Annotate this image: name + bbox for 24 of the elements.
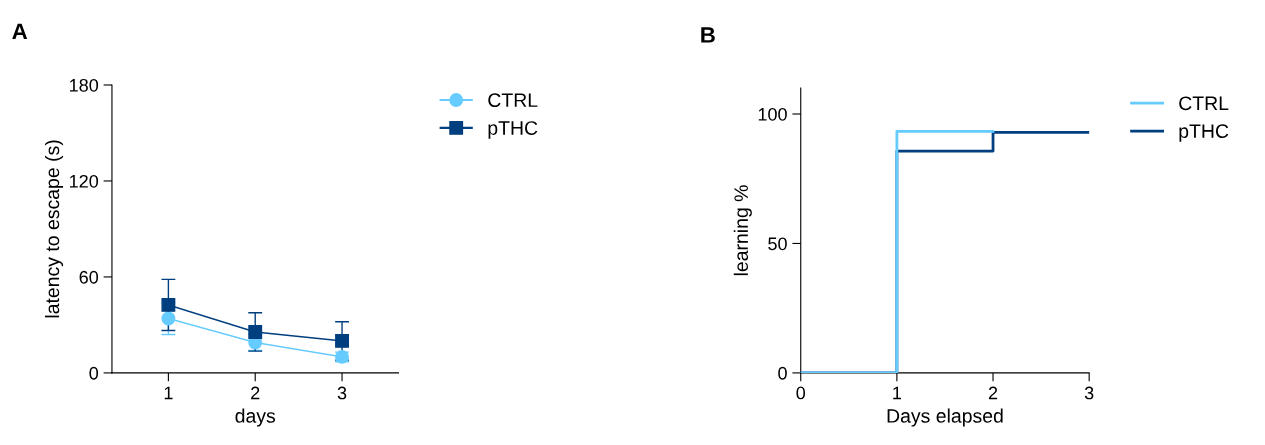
legend-label: pTHC — [1179, 124, 1229, 142]
x-tick-label: 3 — [337, 386, 347, 400]
y-tick-label: 100 — [758, 107, 787, 121]
y-tick-label: 120 — [70, 174, 99, 188]
legend-label: pTHC — [488, 121, 538, 139]
x-tick-label: 1 — [893, 386, 902, 400]
chart-title: A — [12, 23, 28, 39]
legend-label: CTRL — [1179, 96, 1229, 111]
y-axis-title: learning % — [733, 185, 752, 276]
y-axis-title: latency to escape (s) — [44, 140, 64, 318]
chart-title: B — [701, 27, 715, 43]
legend-label: CTRL — [488, 93, 538, 108]
y-tick-label: 180 — [70, 78, 99, 92]
x-axis-title: days — [235, 408, 276, 427]
x-axis-title: Days elapsed — [887, 408, 1003, 427]
x-tick-label: 3 — [1084, 386, 1094, 400]
y-tick-label: 50 — [768, 237, 787, 251]
x-tick-label: 1 — [164, 386, 173, 400]
y-tick-label: 60 — [79, 270, 99, 284]
x-tick-label: 2 — [988, 386, 998, 400]
y-tick-label: 0 — [89, 366, 99, 380]
y-tick-label: 0 — [778, 366, 787, 380]
x-tick-label: 0 — [796, 386, 806, 400]
x-tick-label: 2 — [251, 386, 260, 400]
